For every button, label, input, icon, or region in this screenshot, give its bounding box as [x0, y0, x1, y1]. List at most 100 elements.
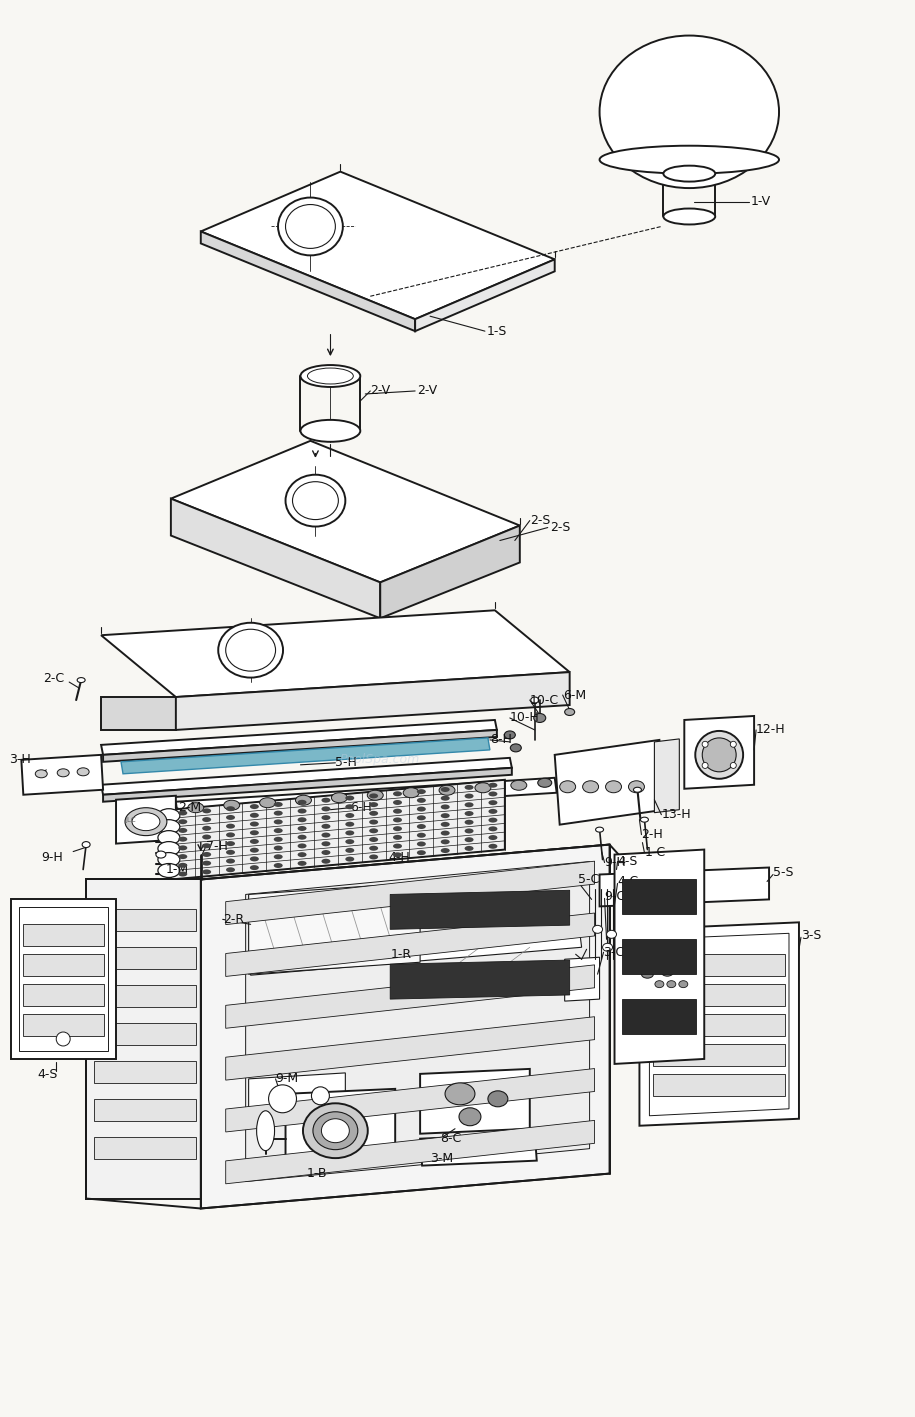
Ellipse shape	[278, 197, 343, 255]
Ellipse shape	[393, 853, 402, 857]
Ellipse shape	[331, 792, 348, 802]
Ellipse shape	[369, 794, 378, 798]
Polygon shape	[101, 697, 176, 730]
Ellipse shape	[260, 798, 275, 808]
Polygon shape	[200, 845, 609, 1209]
Text: 5-S: 5-S	[773, 866, 793, 879]
Ellipse shape	[593, 925, 603, 934]
Ellipse shape	[321, 798, 330, 802]
Ellipse shape	[345, 857, 354, 862]
Ellipse shape	[36, 769, 48, 778]
Ellipse shape	[465, 785, 474, 789]
Ellipse shape	[250, 822, 259, 826]
Polygon shape	[653, 954, 785, 976]
Ellipse shape	[178, 836, 188, 842]
Ellipse shape	[321, 842, 330, 846]
Ellipse shape	[178, 863, 188, 867]
Ellipse shape	[178, 811, 188, 815]
Ellipse shape	[367, 791, 383, 801]
Ellipse shape	[663, 166, 716, 181]
Ellipse shape	[489, 818, 498, 823]
Ellipse shape	[158, 830, 180, 845]
Ellipse shape	[596, 828, 604, 832]
Ellipse shape	[345, 813, 354, 818]
Text: 3-S: 3-S	[801, 928, 822, 942]
Ellipse shape	[321, 815, 330, 820]
Text: 9-H: 9-H	[41, 852, 63, 864]
Ellipse shape	[441, 839, 449, 845]
Ellipse shape	[465, 837, 474, 842]
Text: JLC: JLC	[125, 816, 136, 823]
Ellipse shape	[202, 843, 211, 849]
Ellipse shape	[226, 806, 235, 811]
Ellipse shape	[158, 863, 180, 877]
Polygon shape	[200, 845, 640, 913]
Ellipse shape	[730, 762, 737, 768]
Ellipse shape	[417, 825, 425, 829]
Ellipse shape	[489, 843, 498, 849]
Text: 2-M: 2-M	[178, 801, 201, 815]
Ellipse shape	[226, 815, 235, 820]
Ellipse shape	[226, 859, 235, 863]
Ellipse shape	[321, 1119, 350, 1142]
Ellipse shape	[226, 823, 235, 829]
Ellipse shape	[296, 795, 311, 805]
Ellipse shape	[158, 809, 180, 823]
Polygon shape	[171, 499, 381, 618]
Ellipse shape	[393, 843, 402, 849]
Ellipse shape	[321, 833, 330, 837]
Text: 4-M: 4-M	[672, 962, 694, 976]
Ellipse shape	[274, 819, 283, 825]
Ellipse shape	[441, 796, 449, 801]
Ellipse shape	[256, 1111, 274, 1151]
Polygon shape	[94, 948, 196, 969]
Ellipse shape	[489, 835, 498, 840]
Ellipse shape	[441, 847, 449, 853]
Ellipse shape	[250, 839, 259, 845]
Ellipse shape	[599, 146, 779, 174]
Text: 2-S: 2-S	[550, 521, 570, 534]
Text: PoolSpa.com: PoolSpa.com	[340, 754, 420, 767]
Ellipse shape	[77, 677, 85, 683]
Ellipse shape	[511, 744, 522, 752]
Polygon shape	[23, 1015, 104, 1036]
Text: 3-H: 3-H	[9, 754, 31, 767]
Ellipse shape	[202, 818, 211, 822]
Ellipse shape	[274, 811, 283, 816]
Text: 1-C: 1-C	[644, 846, 665, 859]
Polygon shape	[420, 1134, 537, 1166]
Polygon shape	[654, 738, 679, 813]
Ellipse shape	[369, 854, 378, 860]
Ellipse shape	[274, 828, 283, 833]
Ellipse shape	[345, 839, 354, 845]
Text: 4-C: 4-C	[618, 874, 639, 888]
Ellipse shape	[538, 778, 552, 788]
Ellipse shape	[58, 769, 70, 777]
Ellipse shape	[250, 803, 259, 809]
Text: 6-H: 6-H	[350, 801, 372, 815]
Text: 5-M: 5-M	[638, 962, 661, 976]
Ellipse shape	[702, 738, 737, 772]
Ellipse shape	[441, 813, 449, 818]
Text: 2-H: 2-H	[641, 828, 663, 842]
Polygon shape	[94, 1136, 196, 1159]
Ellipse shape	[607, 931, 617, 938]
Ellipse shape	[311, 1087, 329, 1105]
Ellipse shape	[603, 944, 612, 951]
Ellipse shape	[226, 867, 235, 873]
Ellipse shape	[730, 741, 737, 747]
Ellipse shape	[345, 847, 354, 853]
Ellipse shape	[345, 822, 354, 826]
Ellipse shape	[250, 866, 259, 870]
Ellipse shape	[274, 863, 283, 869]
Polygon shape	[420, 1068, 530, 1134]
Ellipse shape	[640, 818, 649, 822]
Ellipse shape	[369, 811, 378, 816]
Ellipse shape	[439, 785, 455, 795]
Polygon shape	[103, 730, 497, 762]
Ellipse shape	[489, 792, 498, 796]
Text: 8-C: 8-C	[440, 1132, 461, 1145]
Polygon shape	[622, 880, 696, 914]
Ellipse shape	[663, 208, 716, 224]
Polygon shape	[226, 965, 595, 1029]
